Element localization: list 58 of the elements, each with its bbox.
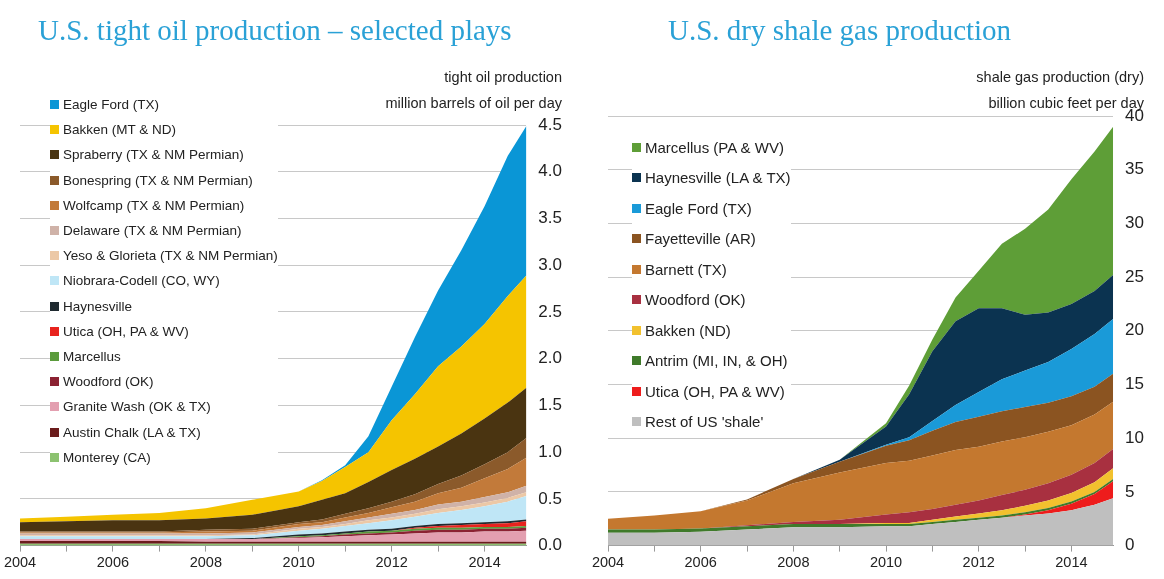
chart-title: U.S. tight oil production – selected plays	[38, 14, 512, 47]
legend-label: Haynesville	[63, 298, 133, 314]
x-tick-label: 2008	[189, 554, 222, 571]
legend-label: Rest of US 'shale'	[645, 413, 764, 431]
legend-label: Fayetteville (AR)	[645, 230, 756, 248]
legend-label: Niobrara-Codell (CO, WY)	[63, 273, 220, 289]
y-tick-label: 35	[1125, 159, 1145, 179]
y-tick-label: 3.5	[538, 208, 563, 228]
x-tick-label: 2008	[777, 554, 810, 571]
x-tick-label: 2004	[591, 554, 625, 571]
x-tick-label: 2014	[468, 554, 501, 571]
legend-label: Utica (OH, PA & WV)	[645, 382, 785, 400]
y-tick-label: 0.0	[538, 535, 563, 555]
legend-label: Barnett (TX)	[645, 260, 727, 278]
legend-label: Granite Wash (OK & TX)	[63, 399, 211, 415]
legend-label: Marcellus	[63, 348, 121, 364]
legend-label: Wolfcamp (TX & NM Permian)	[63, 197, 245, 213]
x-tick-label: 2006	[684, 554, 717, 571]
x-tick-label: 2014	[1055, 554, 1088, 571]
y-tick-label: 25	[1125, 266, 1145, 286]
y-tick-label: 0.5	[538, 488, 563, 508]
legend-label: Marcellus (PA & WV)	[645, 138, 784, 156]
x-tick-label: 2012	[962, 554, 995, 571]
y-axis-title: tight oil production million barrels of oil per day	[385, 68, 562, 113]
legend-label: Yeso & Glorieta (TX & NM Permian)	[63, 248, 278, 264]
x-tick-label: 2010	[282, 554, 315, 571]
legend-label: Eagle Ford (TX)	[645, 199, 752, 217]
legend-label: Woodford (OK)	[645, 291, 746, 309]
chart-title: U.S. dry shale gas production	[668, 14, 1012, 47]
x-tick-label: 2010	[869, 554, 903, 571]
y-tick-label: 30	[1125, 213, 1145, 233]
y-tick-label: 4.5	[538, 114, 563, 134]
x-tick-label: 2004	[3, 554, 37, 571]
legend-label: Antrim (MI, IN, & OH)	[645, 352, 788, 370]
x-tick-label: 2006	[96, 554, 130, 571]
x-tick-label: 2012	[375, 554, 408, 571]
y-tick-label: 1.0	[538, 441, 563, 461]
legend-label: Bakken (ND)	[645, 321, 731, 339]
y-tick-label: 1.5	[538, 395, 563, 415]
y-tick-label: 10	[1125, 427, 1145, 447]
legend-label: Spraberry (TX & NM Permian)	[63, 147, 244, 163]
y-tick-label: 2.0	[538, 348, 563, 368]
y-tick-label: 2.5	[538, 301, 563, 321]
y-tick-label: 0	[1125, 535, 1135, 555]
legend-label: Bonespring (TX & NM Permian)	[63, 172, 253, 188]
y-tick-label: 3.0	[538, 254, 563, 274]
legend-label: Haynesville (LA & TX)	[645, 169, 791, 187]
legend-label: Utica (OH, PA & WV)	[63, 323, 189, 339]
y-tick-label: 20	[1125, 320, 1145, 340]
legend-label: Bakken (MT & ND)	[63, 122, 177, 138]
legend-label: Monterey (CA)	[63, 449, 151, 465]
y-tick-label: 4.0	[538, 161, 563, 181]
y-tick-label: 5	[1125, 481, 1135, 501]
y-tick-label: 15	[1125, 374, 1145, 394]
legend-label: Austin Chalk (LA & TX)	[63, 424, 201, 440]
legend-label: Delaware (TX & NM Permian)	[63, 223, 242, 239]
legend-label: Woodford (OK)	[63, 374, 154, 390]
legend-label: Eagle Ford (TX)	[63, 97, 160, 113]
